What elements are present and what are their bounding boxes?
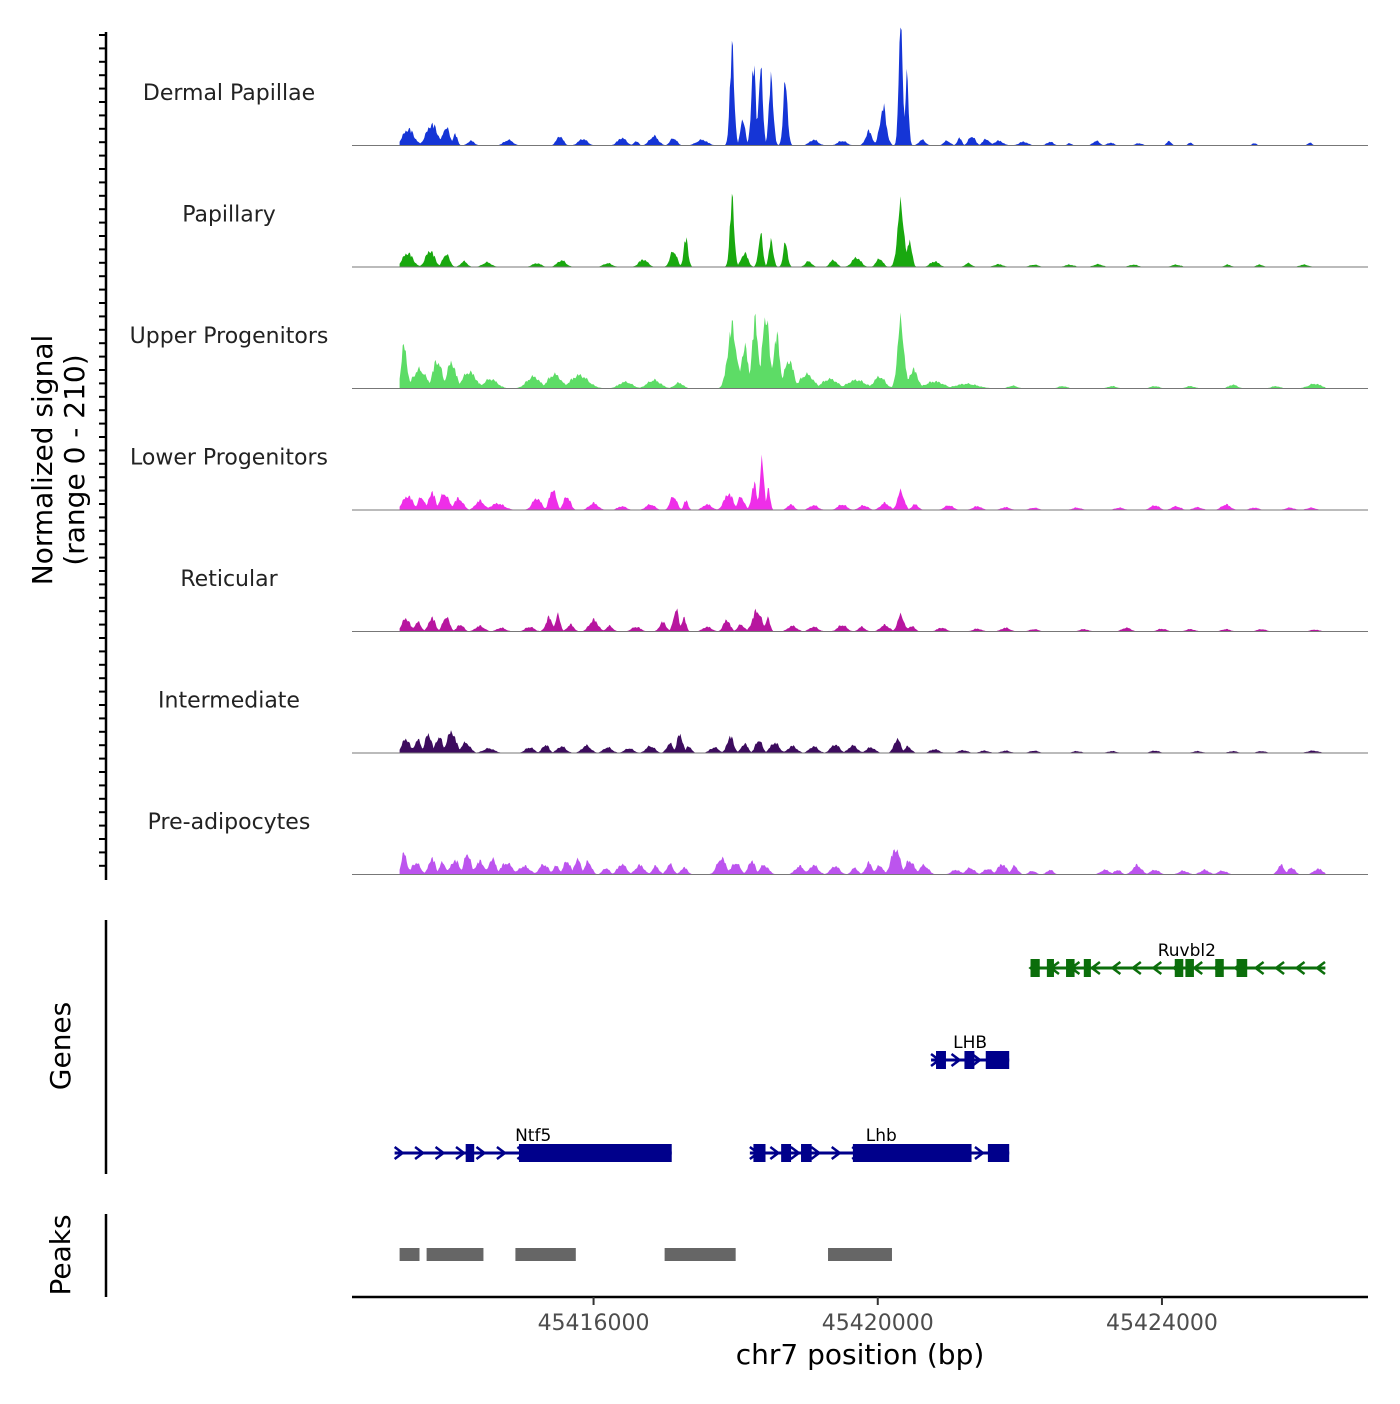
- y-axis-label-line2: (range 0 - 210): [58, 354, 91, 565]
- track-label: Intermediate: [158, 689, 300, 714]
- gene-exon: [1083, 959, 1091, 977]
- track-lower-progenitors: Lower Progenitors: [130, 446, 1368, 511]
- gene-exon: [1066, 959, 1075, 977]
- gene-exon: [1236, 959, 1248, 977]
- track-label: Upper Progenitors: [130, 324, 329, 349]
- coverage-area: [399, 454, 1326, 510]
- gene-exon: [1215, 959, 1224, 977]
- gene-exon: [518, 1144, 672, 1162]
- track-label: Papillary: [182, 203, 276, 228]
- y-axis-label-line1: Normalized signal: [26, 335, 59, 586]
- signal-y-axis: [99, 32, 108, 880]
- coverage-area: [399, 27, 1326, 146]
- strand-arrow: [950, 1053, 962, 1067]
- gene-exon: [936, 1051, 946, 1069]
- gene-exon: [1174, 959, 1184, 977]
- strand-arrow: [769, 1146, 781, 1160]
- strand-arrow: [414, 1146, 426, 1160]
- gene-ntf5: Ntf5: [393, 1126, 672, 1162]
- track-label: Reticular: [180, 567, 278, 592]
- strand-arrow: [810, 1146, 822, 1160]
- gene-label: Lhb: [866, 1126, 897, 1146]
- strand-arrow: [790, 1146, 801, 1160]
- coverage-area: [399, 730, 1326, 753]
- gene-exon: [852, 1144, 972, 1162]
- gene-label: LHB: [953, 1033, 987, 1053]
- x-tick-label: 45424000: [1106, 1311, 1218, 1336]
- gene-exon: [1185, 959, 1194, 977]
- track-papillary: Papillary: [182, 193, 1368, 268]
- gene-label: Ruvbl2: [1158, 941, 1216, 961]
- strand-arrow: [475, 1146, 487, 1160]
- gene-exon: [985, 1051, 1010, 1069]
- track-upper-progenitors: Upper Progenitors: [130, 312, 1368, 389]
- x-tick-label: 45416000: [538, 1311, 650, 1336]
- strand-arrow: [1192, 961, 1203, 975]
- track-label: Dermal Papillae: [143, 81, 315, 106]
- track-reticular: Reticular: [180, 567, 1368, 632]
- track-label: Pre-adipocytes: [148, 810, 311, 835]
- strand-arrow: [434, 1146, 446, 1160]
- strand-arrow: [1151, 961, 1163, 975]
- track-label: Lower Progenitors: [130, 446, 328, 471]
- strand-arrow: [1314, 961, 1326, 975]
- strand-arrow: [1130, 961, 1142, 975]
- coverage-area: [399, 312, 1326, 389]
- gene-exon: [964, 1051, 975, 1069]
- peak-region: [828, 1248, 892, 1261]
- track-dermal-papillae: Dermal Papillae: [143, 27, 1368, 146]
- strand-arrow: [1110, 961, 1122, 975]
- gene-exon: [753, 1144, 766, 1162]
- strand-arrow: [971, 1053, 983, 1067]
- coverage-area: [399, 849, 1326, 875]
- track-intermediate: Intermediate: [158, 689, 1368, 754]
- gene-ruvbl2: Ruvbl2: [1028, 941, 1326, 977]
- strand-arrow: [496, 1146, 508, 1160]
- strand-arrow: [1273, 961, 1285, 975]
- gene-exon: [1046, 959, 1054, 977]
- signal-tracks: Dermal Papillae Papillary Upper Progenitor…: [130, 27, 1368, 875]
- peak-region: [426, 1248, 484, 1261]
- genes-axis-label: Genes: [44, 1002, 77, 1090]
- peaks-track: [104, 1214, 892, 1297]
- gene-exon: [1030, 959, 1040, 977]
- strand-arrow: [455, 1146, 467, 1160]
- gene-exon: [801, 1144, 812, 1162]
- strand-arrow: [393, 1146, 405, 1160]
- gene-lhb: Lhb: [749, 1126, 1010, 1162]
- peaks-axis-label: Peaks: [44, 1214, 77, 1295]
- strand-arrow: [974, 1146, 986, 1160]
- peak-region: [515, 1248, 576, 1261]
- strand-arrow: [1089, 961, 1101, 975]
- gene-label: Ntf5: [515, 1126, 551, 1146]
- x-axis-label: chr7 position (bp): [736, 1338, 985, 1371]
- genes-track: Ruvbl2 LHB Ntf5 Lhb: [104, 920, 1326, 1174]
- peak-region: [399, 1248, 420, 1261]
- gene-lhb: LHB: [930, 1033, 1010, 1069]
- x-axis: 45416000 45420000 45424000: [352, 1295, 1368, 1336]
- x-tick-label: 45420000: [822, 1311, 934, 1336]
- peak-region: [664, 1248, 736, 1261]
- strand-arrow: [1294, 961, 1306, 975]
- track-pre-adipocytes: Pre-adipocytes: [148, 810, 1368, 875]
- coverage-area: [399, 608, 1326, 632]
- gene-exon: [781, 1144, 792, 1162]
- coverage-area: [399, 193, 1326, 267]
- strand-arrow: [830, 1146, 842, 1160]
- gene-exon: [987, 1144, 1010, 1162]
- gene-exon: [465, 1144, 475, 1162]
- strand-arrow: [1253, 961, 1265, 975]
